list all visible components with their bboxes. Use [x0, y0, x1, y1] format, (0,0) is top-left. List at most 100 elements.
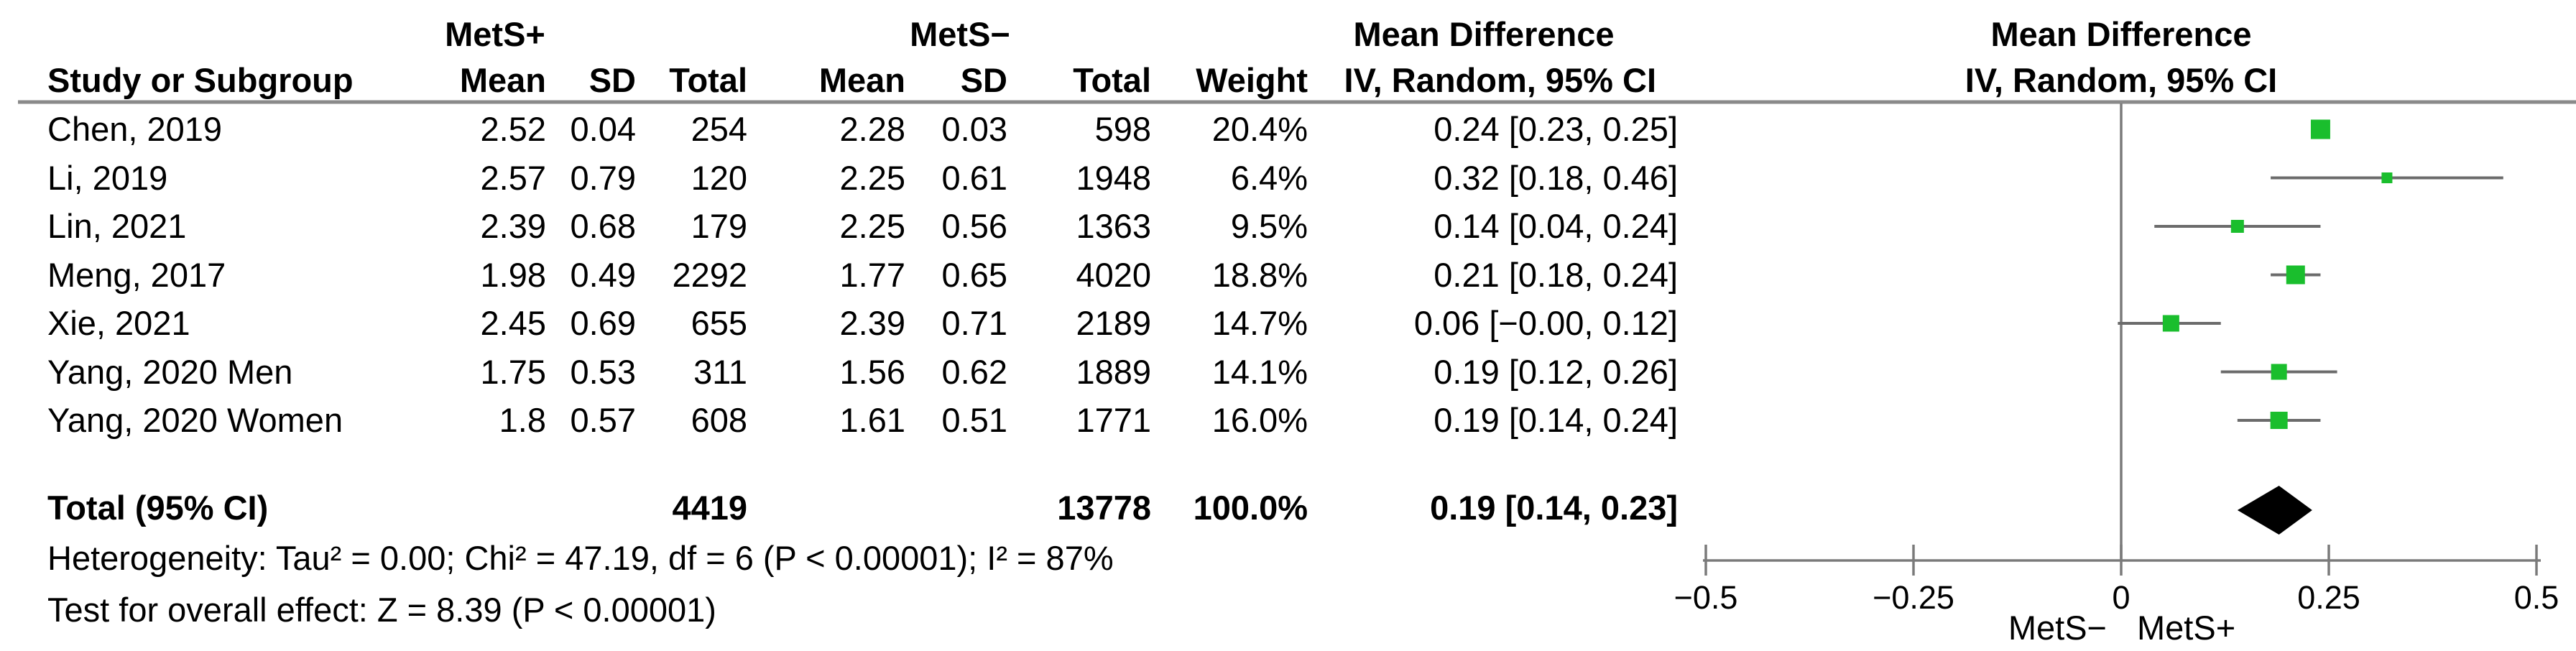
row-1-weight: 6.4%	[1230, 159, 1308, 197]
row-4-weight: 14.7%	[1211, 304, 1308, 342]
ci-text-column-header: IV, Random, 95% CI	[1344, 61, 1656, 99]
row-0-weight: 20.4%	[1211, 110, 1308, 148]
row-2-ci-text: 0.14 [0.04, 0.24]	[1434, 207, 1678, 245]
group2-header: MetS−	[910, 15, 1010, 53]
row-1-ci-text: 0.32 [0.18, 0.46]	[1434, 159, 1678, 197]
row-3-total1: 2292	[672, 256, 747, 294]
row-0-study: Chen, 2019	[47, 110, 223, 148]
row-6-total1: 608	[691, 401, 747, 439]
row-5-sd1: 0.53	[570, 353, 636, 391]
total-row-label: Total (95% CI)	[47, 489, 269, 527]
study-column-header: Study or Subgroup	[47, 61, 354, 99]
row-1-total1: 120	[691, 159, 747, 197]
row-2-study: Lin, 2021	[47, 207, 187, 245]
row-5-mean1: 1.75	[480, 353, 546, 391]
row-6-mean1: 1.8	[499, 401, 546, 439]
row-1-mean2: 2.25	[839, 159, 905, 197]
row-6-mean2: 1.61	[839, 401, 905, 439]
overall-effect-note: Test for overall effect: Z = 8.39 (P < 0…	[47, 591, 716, 629]
row-6-weight: 16.0%	[1211, 401, 1308, 439]
row-3-ci-text: 0.21 [0.18, 0.24]	[1434, 256, 1678, 294]
row-6-sd1: 0.57	[570, 401, 636, 439]
row-1-total2: 1948	[1076, 159, 1151, 197]
study-marker-6	[2270, 412, 2288, 429]
axis-right-direction-label: MetS+	[2137, 609, 2236, 647]
row-4-ci-text: 0.06 [−0.00, 0.12]	[1413, 304, 1678, 342]
row-2-total2: 1363	[1076, 207, 1151, 245]
row-4-mean2: 2.39	[839, 304, 905, 342]
row-0-mean1: 2.52	[480, 110, 546, 148]
row-2-sd1: 0.68	[570, 207, 636, 245]
mean2-column-header: Mean	[818, 61, 905, 99]
x-axis-tick-label: 0.25	[2297, 579, 2360, 616]
row-3-mean2: 1.77	[839, 256, 905, 294]
row-0-total2: 598	[1094, 110, 1151, 148]
weight-column-header: Weight	[1196, 61, 1308, 99]
row-3-sd2: 0.65	[941, 256, 1007, 294]
study-marker-2	[2230, 220, 2244, 233]
row-5-total1: 311	[693, 353, 747, 391]
sd1-column-header: SD	[588, 61, 636, 99]
row-3-study: Meng, 2017	[47, 256, 226, 294]
total1-column-header: Total	[669, 61, 747, 99]
heterogeneity-note: Heterogeneity: Tau² = 0.00; Chi² = 47.19…	[47, 539, 1114, 577]
total2-column-header: Total	[1073, 61, 1151, 99]
x-axis-tick-label: −0.5	[1674, 579, 1738, 616]
study-marker-5	[2271, 364, 2287, 380]
row-2-mean2: 2.25	[839, 207, 905, 245]
row-4-total2: 2189	[1076, 304, 1151, 342]
study-marker-1	[2381, 172, 2393, 183]
total-row-weight: 100.0%	[1193, 489, 1308, 527]
axis-left-direction-label: MetS−	[2008, 609, 2107, 647]
total-row-total1: 4419	[672, 489, 747, 527]
row-0-mean2: 2.28	[839, 110, 905, 148]
row-5-mean2: 1.56	[839, 353, 905, 391]
row-6-ci-text: 0.19 [0.14, 0.24]	[1434, 401, 1678, 439]
row-4-sd1: 0.69	[570, 304, 636, 342]
total-row-total2: 13778	[1057, 489, 1151, 527]
summary-diamond	[2237, 486, 2312, 535]
row-5-total2: 1889	[1076, 353, 1151, 391]
x-axis-tick-label: 0.5	[2513, 579, 2559, 616]
x-axis-tick-label: −0.25	[1873, 579, 1954, 616]
study-marker-3	[2286, 265, 2305, 285]
study-marker-4	[2162, 315, 2179, 332]
row-2-weight: 9.5%	[1230, 207, 1308, 245]
row-1-mean1: 2.57	[480, 159, 546, 197]
row-5-sd2: 0.62	[941, 353, 1007, 391]
row-6-total2: 1771	[1076, 401, 1151, 439]
row-4-total1: 655	[691, 304, 747, 342]
row-5-ci-text: 0.19 [0.12, 0.26]	[1434, 353, 1678, 391]
row-6-sd2: 0.51	[941, 401, 1007, 439]
row-3-weight: 18.8%	[1211, 256, 1308, 294]
mean-difference-plot-header: Mean Difference	[1990, 15, 2252, 53]
x-axis-tick-label: 0	[2112, 579, 2130, 616]
row-1-sd2: 0.61	[941, 159, 1007, 197]
row-0-ci-text: 0.24 [0.23, 0.25]	[1434, 110, 1678, 148]
row-1-study: Li, 2019	[47, 159, 168, 197]
row-3-sd1: 0.49	[570, 256, 636, 294]
group1-header: MetS+	[445, 15, 545, 53]
row-3-total2: 4020	[1076, 256, 1151, 294]
row-2-mean1: 2.39	[480, 207, 546, 245]
row-5-weight: 14.1%	[1211, 353, 1308, 391]
mean1-column-header: Mean	[459, 61, 546, 99]
row-5-study: Yang, 2020 Men	[47, 353, 293, 391]
row-3-mean1: 1.98	[480, 256, 546, 294]
ci-plot-column-header: IV, Random, 95% CI	[1965, 61, 2278, 99]
row-4-sd2: 0.71	[941, 304, 1007, 342]
row-2-sd2: 0.56	[941, 207, 1007, 245]
row-0-sd1: 0.04	[570, 110, 636, 148]
row-1-sd1: 0.79	[570, 159, 636, 197]
mean-difference-text-header: Mean Difference	[1353, 15, 1615, 53]
row-6-study: Yang, 2020 Women	[47, 401, 343, 439]
row-4-mean1: 2.45	[480, 304, 546, 342]
row-2-total1: 179	[691, 207, 747, 245]
row-0-total1: 254	[691, 110, 747, 148]
study-marker-0	[2310, 119, 2330, 139]
row-4-study: Xie, 2021	[47, 304, 190, 342]
sd2-column-header: SD	[960, 61, 1007, 99]
row-0-sd2: 0.03	[941, 110, 1007, 148]
